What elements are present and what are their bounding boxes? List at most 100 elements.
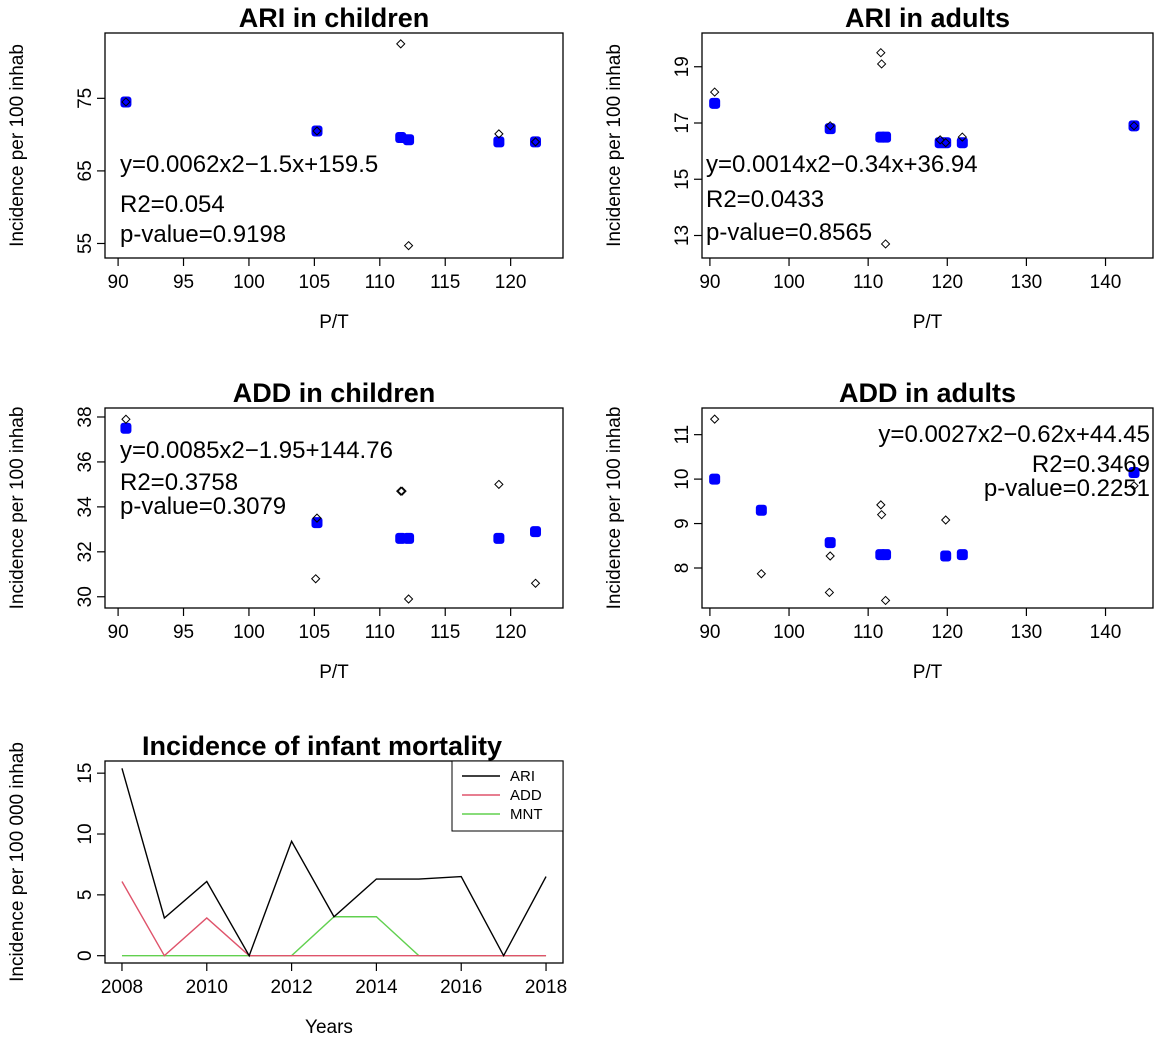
scatter-panel-1: 90 95 100 105 110 115 120 55 65 75 ARI in children… [7,3,564,333]
scatter-panel-3: 90 95 100 105 110 115 120 30 32 34 36 38 ADD in chil… [7,378,564,683]
y-tick-label: 75 [75,88,96,109]
y-tick-label: 15 [75,763,96,784]
x-tick-label: 90 [108,622,129,643]
plot-frame [701,32,1154,259]
x-tick-label: 110 [365,272,395,293]
x-tick-label: 95 [173,272,194,293]
fit-annotation: R2=0.0433 [706,186,824,213]
y-tick-label: 9 [672,518,693,529]
y-axis-label: Incidence per 100 inhab [604,407,625,610]
observed-point [494,129,504,139]
observed-point [935,135,945,145]
legend-label: ADD [510,787,542,804]
x-tick-label: 120 [495,272,527,293]
observed-point [709,87,720,97]
observed-point [756,569,767,579]
x-tick-label: 2014 [355,977,398,998]
x-tick-label: 120 [495,622,527,643]
x-axis-label: P/T [319,312,349,333]
chart-title: Incidence of infant mortality [142,731,502,761]
y-tick-label: 15 [672,169,693,190]
fit-annotation: R2=0.3758 [120,469,238,496]
fit-annotation: y=0.0014x2−0.34x+36.94 [706,151,978,178]
observed-point [397,486,407,496]
x-tick-label: 95 [173,622,194,643]
chart-title: ADD in adults [839,378,1016,408]
observed-point [121,97,131,107]
fitted-point [709,473,721,485]
legend-label: ARI [510,768,535,785]
y-tick-label: 38 [75,406,96,427]
observed-point [880,239,891,249]
observed-point [403,240,414,251]
x-axis-label: P/T [319,662,349,683]
x-tick-label: 110 [853,272,883,293]
fitted-point [120,96,132,108]
fitted-point [403,134,415,146]
y-tick-label: 17 [672,112,693,133]
fitted-point [403,532,415,544]
x-tick-label: 105 [299,622,331,643]
y-tick-label: 0 [75,950,96,961]
fitted-point [755,504,767,516]
fitted-point [530,136,542,148]
fit-annotation: y=0.0027x2−0.62x+44.45 [878,421,1150,448]
legend-box [451,760,564,832]
observed-point [940,515,951,525]
observed-point [876,509,887,520]
fitted-point [880,131,892,143]
y-tick-label: 30 [75,586,96,607]
observed-point [312,126,322,136]
x-tick-label: 130 [1011,622,1043,643]
x-tick-label: 105 [299,272,331,293]
y-tick-label: 5 [75,890,96,901]
x-axis-label: Years [305,1017,353,1038]
x-tick-label: 2016 [440,977,482,998]
observed-point [396,486,406,496]
x-tick-label: 90 [699,272,720,293]
x-tick-label: 110 [365,622,395,643]
fitted-point [824,123,836,135]
observed-point [1129,481,1139,491]
fitted-point [956,137,968,149]
y-tick-label: 34 [75,496,96,518]
fit-annotation: p-value=0.9198 [120,221,286,248]
x-tick-label: 115 [430,622,460,643]
x-tick-label: 130 [1011,272,1043,293]
series-line-add [121,881,547,957]
scatter-panel-4: 90 100 110 120 130 140 8 9 10 11 ADD in adults P/T I… [604,378,1154,683]
y-axis-label: Incidence per 100 inhab [7,407,28,610]
fit-annotation: p-value=0.2251 [984,475,1150,502]
fitted-point [493,136,505,148]
fitted-point [940,137,952,149]
observed-point [876,47,886,58]
observed-point [876,59,887,69]
infant-mortality-panel: 2008 2010 2012 2014 2016 2018 0 5 10 15 Incidence … [7,731,567,1038]
y-tick-label: 13 [672,225,693,246]
x-tick-label: 2010 [186,977,228,998]
fitted-point [956,549,968,561]
fitted-point [311,125,323,137]
fitted-point [1128,466,1140,478]
observed-point [957,132,968,142]
scatter-panel-2: 90 100 110 120 130 140 13 15 17 19 ARI in adults P/… [604,3,1154,333]
plot-frame [701,407,1154,609]
x-tick-label: 115 [430,272,460,293]
x-tick-label: 140 [1090,622,1122,643]
observed-point [1129,121,1139,131]
y-axis-label: Incidence per 100 inhab [7,44,28,247]
observed-point [403,594,414,604]
x-tick-label: 90 [108,272,129,293]
fitted-point [880,549,892,561]
observed-point [396,39,406,49]
chart-title: ADD in children [233,378,436,408]
x-tick-label: 100 [233,272,265,293]
x-tick-label: 100 [233,622,265,643]
y-tick-label: 65 [75,160,96,181]
fit-annotation: y=0.0062x2−1.5x+159.5 [120,151,378,178]
series-line-ari [121,768,547,958]
x-tick-label: 90 [699,622,720,643]
fit-annotation: R2=0.054 [120,191,225,218]
x-tick-label: 2012 [270,977,312,998]
